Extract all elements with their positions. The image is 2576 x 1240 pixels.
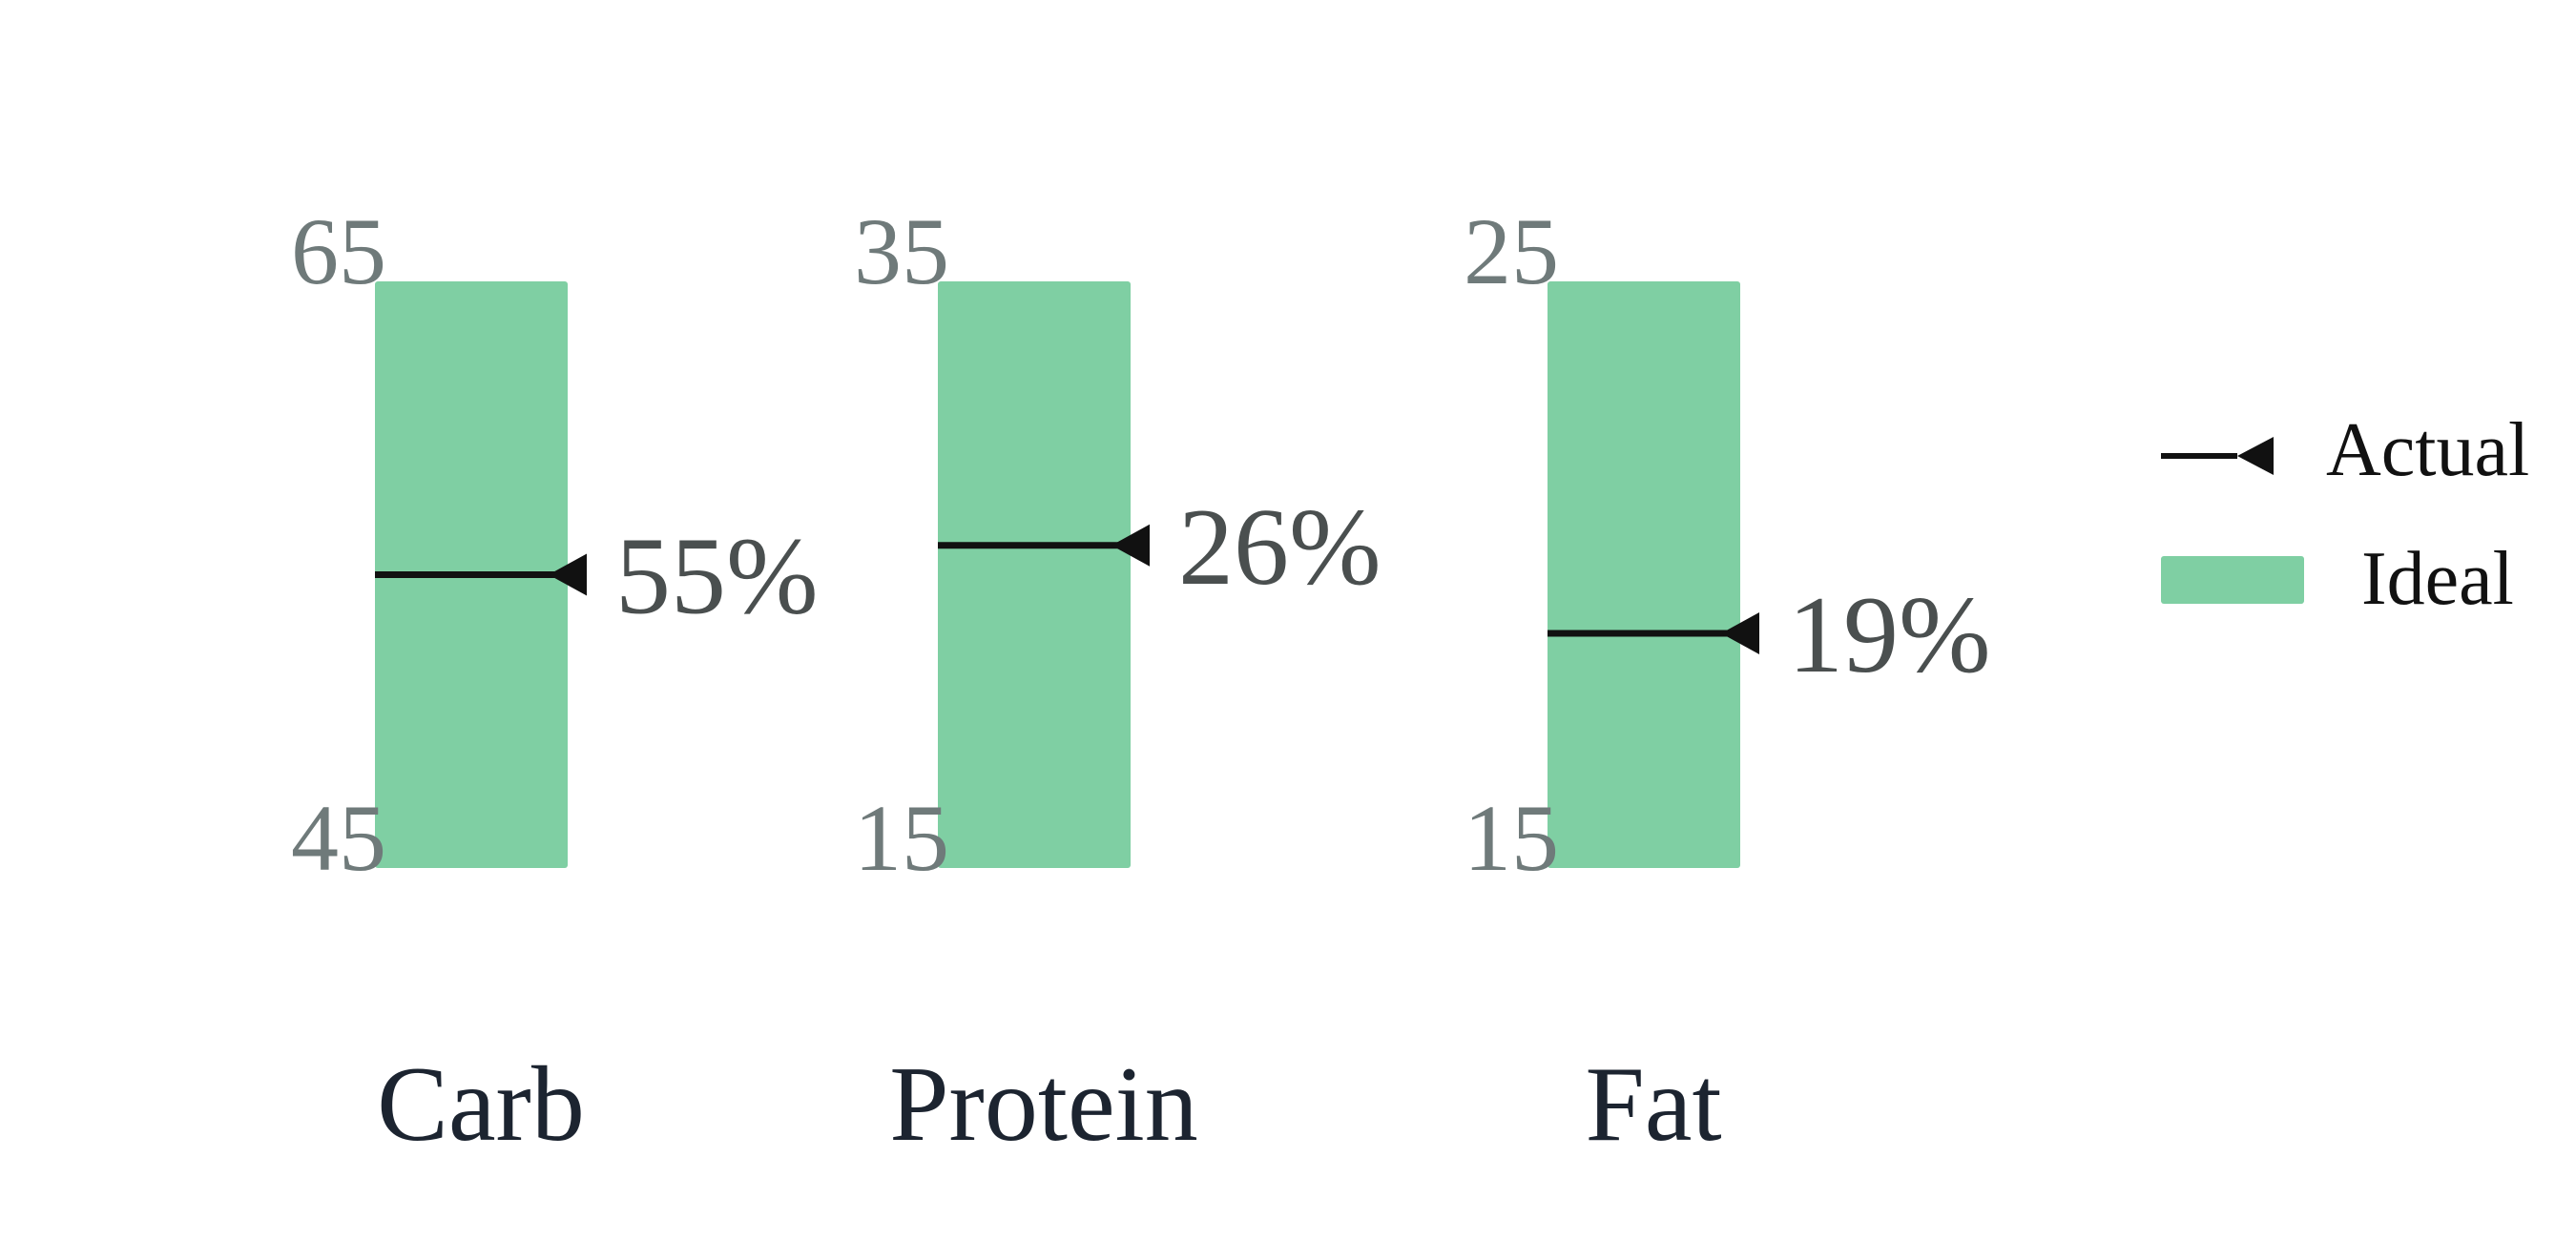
panel-fat: 19% 25 15 Fat [1464, 198, 1991, 1164]
range-max-label: 65 [291, 198, 386, 304]
actual-marker [549, 553, 587, 596]
category-label: Carb [377, 1045, 585, 1164]
actual-marker [1111, 524, 1150, 567]
legend-actual-marker [2237, 437, 2274, 475]
chart-panels: 55% 65 45 Carb 26% 35 15 Protein 19% 25 15 Fat [291, 198, 1991, 1164]
range-min-label: 45 [291, 785, 386, 891]
range-min-label: 15 [854, 785, 949, 891]
panel-carb: 55% 65 45 Carb [291, 198, 819, 1164]
legend: Actual Ideal [2161, 408, 2529, 621]
actual-marker [1721, 612, 1759, 654]
range-max-label: 25 [1464, 198, 1559, 304]
range-min-label: 15 [1464, 785, 1559, 891]
legend-actual-label: Actual [2326, 408, 2529, 492]
legend-ideal-label: Ideal [2361, 537, 2514, 621]
value-label: 19% [1788, 574, 1991, 696]
legend-ideal-swatch [2161, 556, 2304, 604]
category-label: Fat [1585, 1045, 1721, 1164]
range-max-label: 35 [854, 198, 949, 304]
ideal-range-bar [938, 281, 1131, 868]
panel-protein: 26% 35 15 Protein [854, 198, 1381, 1164]
value-label: 26% [1178, 486, 1381, 609]
ideal-range-bar [1548, 281, 1740, 868]
value-label: 55% [615, 516, 819, 638]
category-label: Protein [889, 1045, 1198, 1164]
